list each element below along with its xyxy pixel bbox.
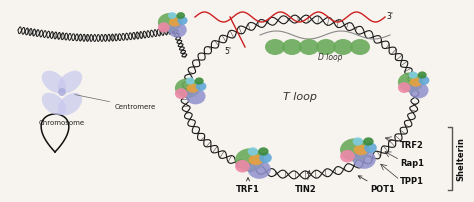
Text: Shelterin: Shelterin — [456, 137, 465, 181]
Ellipse shape — [168, 12, 176, 19]
Ellipse shape — [258, 147, 269, 156]
Ellipse shape — [196, 82, 206, 91]
Ellipse shape — [409, 71, 418, 79]
Ellipse shape — [333, 39, 353, 55]
Text: TIN2: TIN2 — [295, 171, 317, 194]
Ellipse shape — [418, 71, 427, 79]
Ellipse shape — [158, 22, 170, 33]
Ellipse shape — [235, 160, 250, 173]
Ellipse shape — [398, 72, 423, 92]
Ellipse shape — [353, 137, 363, 146]
Text: TRF2: TRF2 — [400, 141, 424, 150]
Ellipse shape — [247, 147, 258, 156]
Ellipse shape — [282, 39, 302, 55]
Ellipse shape — [350, 39, 370, 55]
Text: D loop: D loop — [318, 53, 342, 61]
Ellipse shape — [363, 137, 374, 146]
Ellipse shape — [419, 76, 429, 85]
Ellipse shape — [187, 84, 199, 93]
Text: Centromere: Centromere — [75, 95, 156, 110]
Text: 3': 3' — [386, 12, 393, 21]
Ellipse shape — [247, 160, 271, 179]
Ellipse shape — [168, 22, 187, 38]
Ellipse shape — [410, 78, 422, 87]
Ellipse shape — [299, 39, 319, 55]
Ellipse shape — [195, 77, 204, 85]
Ellipse shape — [58, 93, 82, 115]
Text: POT1: POT1 — [358, 176, 395, 194]
Ellipse shape — [186, 77, 195, 85]
Ellipse shape — [58, 88, 66, 96]
Ellipse shape — [158, 13, 182, 32]
Ellipse shape — [249, 155, 264, 165]
Ellipse shape — [42, 93, 66, 115]
Ellipse shape — [364, 143, 377, 153]
Text: T loop: T loop — [283, 92, 317, 102]
Ellipse shape — [42, 71, 66, 93]
Text: TPP1: TPP1 — [400, 177, 424, 186]
Ellipse shape — [235, 148, 264, 171]
Text: TRF1: TRF1 — [236, 178, 260, 194]
Ellipse shape — [176, 12, 185, 19]
Ellipse shape — [340, 138, 369, 161]
Ellipse shape — [177, 16, 188, 25]
Ellipse shape — [58, 71, 82, 93]
Ellipse shape — [265, 39, 285, 55]
Ellipse shape — [340, 150, 355, 162]
Ellipse shape — [409, 82, 428, 98]
Ellipse shape — [259, 153, 272, 163]
Ellipse shape — [186, 88, 206, 104]
Text: Chromosome: Chromosome — [39, 120, 85, 126]
Ellipse shape — [353, 150, 376, 169]
Ellipse shape — [316, 39, 336, 55]
Ellipse shape — [354, 145, 368, 155]
Text: 5': 5' — [225, 47, 231, 56]
Ellipse shape — [169, 18, 181, 26]
Ellipse shape — [398, 82, 410, 93]
Ellipse shape — [175, 88, 188, 99]
Text: Rap1: Rap1 — [400, 159, 424, 168]
Ellipse shape — [175, 78, 200, 98]
